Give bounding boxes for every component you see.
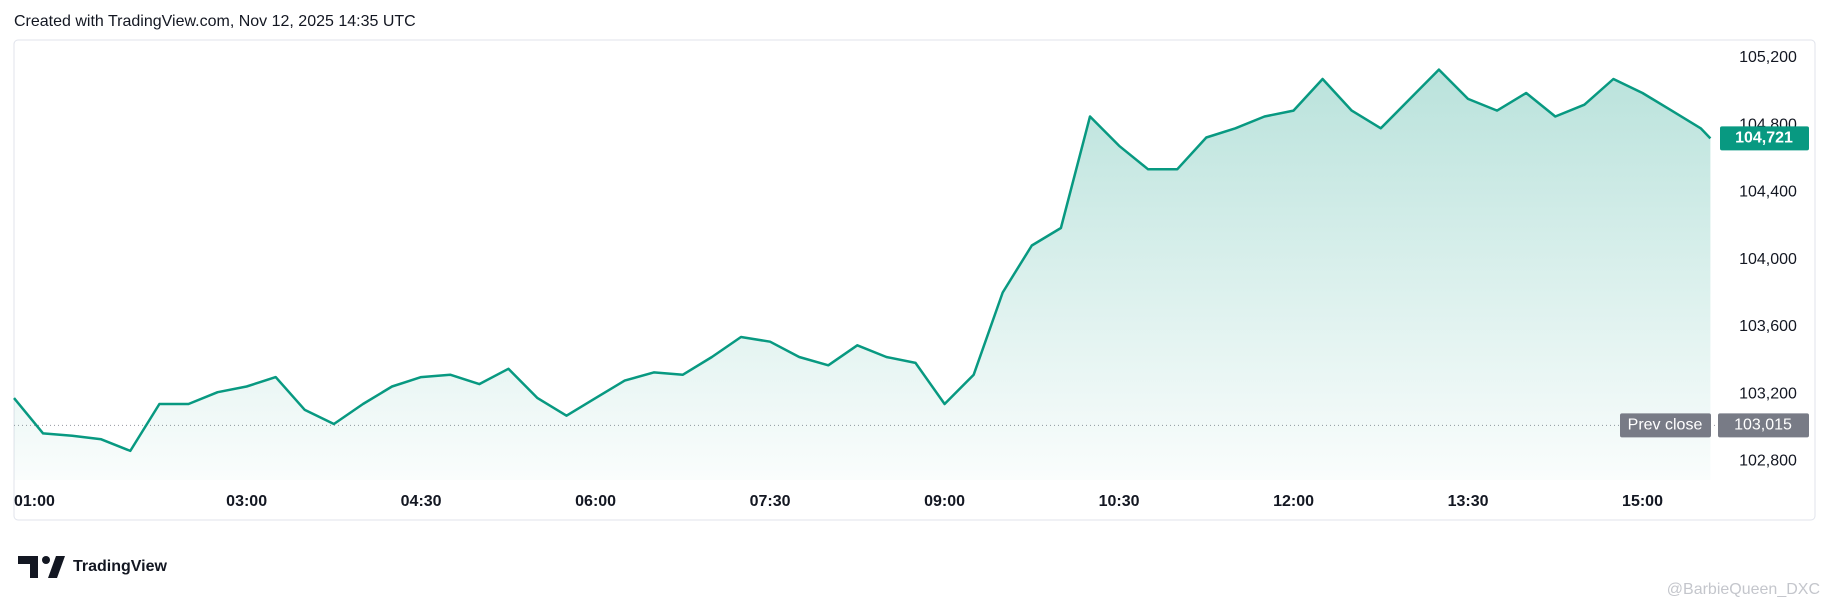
x-tick-label: 01:00 [14,493,55,510]
x-tick-label: 13:30 [1448,493,1489,510]
last-price-label: 104,721 [1735,130,1793,147]
prev-close-name: Prev close [1628,417,1703,434]
price-line [13,68,1712,453]
x-tick-label: 07:30 [750,493,791,510]
x-tick-label: 10:30 [1099,493,1140,510]
x-tick-label: 03:00 [226,493,267,510]
y-tick-label: 102,800 [1739,453,1797,470]
y-tick-label: 105,200 [1739,49,1797,66]
logo-mark [48,556,65,578]
prev-close-name-badge [1620,413,1711,438]
logo: TradingView [18,556,168,578]
chart-frame [13,39,1816,521]
x-tick-label: 15:00 [1622,493,1663,510]
logo-text: TradingView [73,558,168,575]
prev-close-badge [1718,413,1809,438]
x-tick-label: 12:00 [1273,493,1314,510]
y-tick-label: 104,400 [1739,184,1797,201]
y-tick-label: 103,200 [1739,385,1797,402]
x-tick-label: 04:30 [401,493,442,510]
logo-mark [18,556,38,578]
x-tick-label: 06:00 [575,493,616,510]
header: Created with TradingView.com, Nov 12, 20… [14,13,416,30]
last-price-badge [1720,126,1809,151]
watermark: @BarbieQueen_DXC [1667,581,1820,598]
logo-mark [42,556,50,564]
y-tick-label: 104,000 [1739,251,1797,268]
y-tick-label: 103,600 [1739,318,1797,335]
x-tick-label: 09:00 [924,493,965,510]
area-fill [14,69,1711,480]
prev-close-label: 103,015 [1734,417,1792,434]
